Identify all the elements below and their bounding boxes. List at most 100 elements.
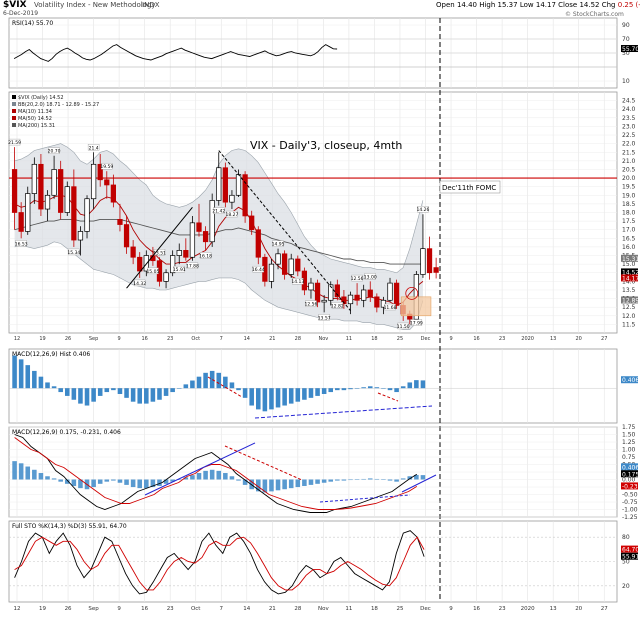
macd-panel-hist-bar	[150, 479, 156, 488]
macd-hist-bar	[308, 388, 314, 398]
macd-hist-bar	[269, 388, 274, 410]
macd-panel-hist-bar	[117, 479, 123, 483]
macd-value-tag	[621, 463, 638, 471]
candle-body	[229, 194, 235, 203]
macd-panel-hist-bar	[374, 478, 380, 480]
low-value: 14.17	[535, 1, 556, 9]
target-zone-box	[400, 296, 432, 317]
candle-body	[249, 215, 255, 231]
bottom-date-tick: Sep	[88, 606, 99, 612]
sto-tick-label: 50	[622, 559, 630, 566]
price-tag	[621, 268, 638, 276]
candle-price-box	[364, 273, 376, 280]
chart-date: 6-Dec-2019	[3, 10, 39, 17]
macd-panel-hist-bar	[130, 479, 136, 488]
candle-body	[295, 258, 301, 272]
macd-panel-hist-bar	[144, 479, 149, 489]
bottom-date-tick: 21	[269, 606, 276, 612]
macd-panel-hist-bar	[348, 479, 353, 481]
price-tick-label: 23.5	[622, 115, 636, 122]
macd-hist-bar	[348, 388, 353, 390]
price-date-tick: 14	[244, 336, 250, 342]
rsi-label: RSI(14) 55.70	[12, 20, 53, 27]
candle-price-box	[87, 144, 100, 151]
macd-value-tag-label: 0.406	[622, 464, 639, 471]
candle-body	[255, 229, 261, 258]
candle-price-box	[153, 249, 166, 256]
macd-hist-bar	[216, 372, 222, 389]
macd-hist-bar	[335, 388, 340, 391]
macd-hist-bar	[32, 370, 37, 389]
price-tag-label: 14.17	[622, 275, 639, 282]
macd-panel-hist-bar	[157, 479, 162, 486]
macd-hist-bar	[130, 388, 136, 402]
sto-value-tag	[621, 552, 638, 560]
candle-price-box	[15, 240, 27, 247]
sto-value-tag-label: 55.91	[622, 554, 639, 561]
fomc-label: Dec'11th FOMC	[442, 184, 496, 192]
macd-value-tag-label: -0.231	[622, 483, 640, 490]
candle-body	[25, 193, 31, 232]
macd-panel-hist-bar	[12, 461, 17, 480]
macd-panel-hist-bar	[104, 479, 110, 482]
rsi-value-tag	[621, 45, 638, 53]
sto-tick-label: 80	[622, 534, 630, 541]
macd-tick-label: 0.00	[622, 477, 636, 484]
price-date-tick: 16	[141, 336, 147, 342]
candle-body	[314, 282, 321, 303]
candle-body	[367, 289, 373, 298]
bottom-date-tick: 9	[117, 606, 121, 612]
bottom-date-tick: Oct	[191, 606, 201, 612]
macd-hist-bar	[400, 386, 406, 389]
macd-hist-bar	[64, 388, 70, 396]
candle-body	[202, 231, 209, 243]
candle-price-label: 15.05	[146, 269, 159, 275]
macd-panel-hist-bar	[295, 479, 301, 488]
macd-hist-bar	[407, 382, 413, 389]
price-date-tick: 21	[269, 336, 275, 342]
bottom-date-tick: 16	[141, 606, 148, 612]
candle-price-label: 11.68	[384, 305, 397, 311]
candle-price-label: 21.42	[212, 209, 225, 215]
candle-body	[90, 163, 97, 200]
hist-panel-frame	[8, 348, 618, 424]
price-legend-entry: BB(20,2.0) 18.71 - 12.89 - 15.27	[18, 102, 99, 108]
candle-price-box	[417, 206, 429, 213]
price-date-tick: 20	[576, 336, 582, 342]
macd-hist-bar	[183, 384, 189, 389]
macd-panel-hist-bar	[203, 470, 208, 480]
candle-price-box	[199, 252, 212, 259]
macd-hist-bar	[262, 388, 268, 412]
candle-price-label: 13.57	[318, 315, 331, 321]
candle-price-box	[397, 322, 409, 330]
bottom-date-tick: 14	[243, 606, 250, 612]
price-tick-label: 17.5	[622, 218, 636, 225]
price-date-tick: 11	[346, 336, 352, 342]
candle-price-box	[186, 262, 199, 269]
bottom-date-tick: 23	[499, 606, 506, 612]
macd-tick-label: -1.00	[622, 507, 638, 514]
macd-hist-bar	[236, 388, 241, 391]
macd-value-tag	[621, 470, 638, 478]
bottom-date-tick: 13	[550, 606, 557, 612]
candle-body	[380, 299, 387, 308]
macd-hist-bar	[394, 388, 399, 393]
price-tick-label: 16.0	[622, 244, 636, 251]
price-date-tick: 13	[550, 336, 556, 342]
candle-body	[321, 299, 327, 303]
macd-panel-hist-bar	[163, 479, 169, 484]
hist-divergence-blue	[254, 405, 433, 419]
macd-hist-bar	[144, 388, 149, 404]
price-tick-label: 21.0	[622, 158, 636, 165]
candle-price-label: 13.00	[364, 274, 377, 280]
candle-body	[31, 163, 37, 194]
macd-hist-bar	[97, 388, 103, 396]
candle-body	[51, 169, 57, 196]
price-date-tick: 12	[14, 336, 20, 342]
candle-body	[426, 248, 433, 274]
candle-price-box	[305, 300, 317, 307]
descending-trendline	[218, 150, 351, 311]
price-legend-entry: MA(50) 14.52	[18, 116, 52, 122]
price-date-tick: 18	[371, 336, 377, 342]
